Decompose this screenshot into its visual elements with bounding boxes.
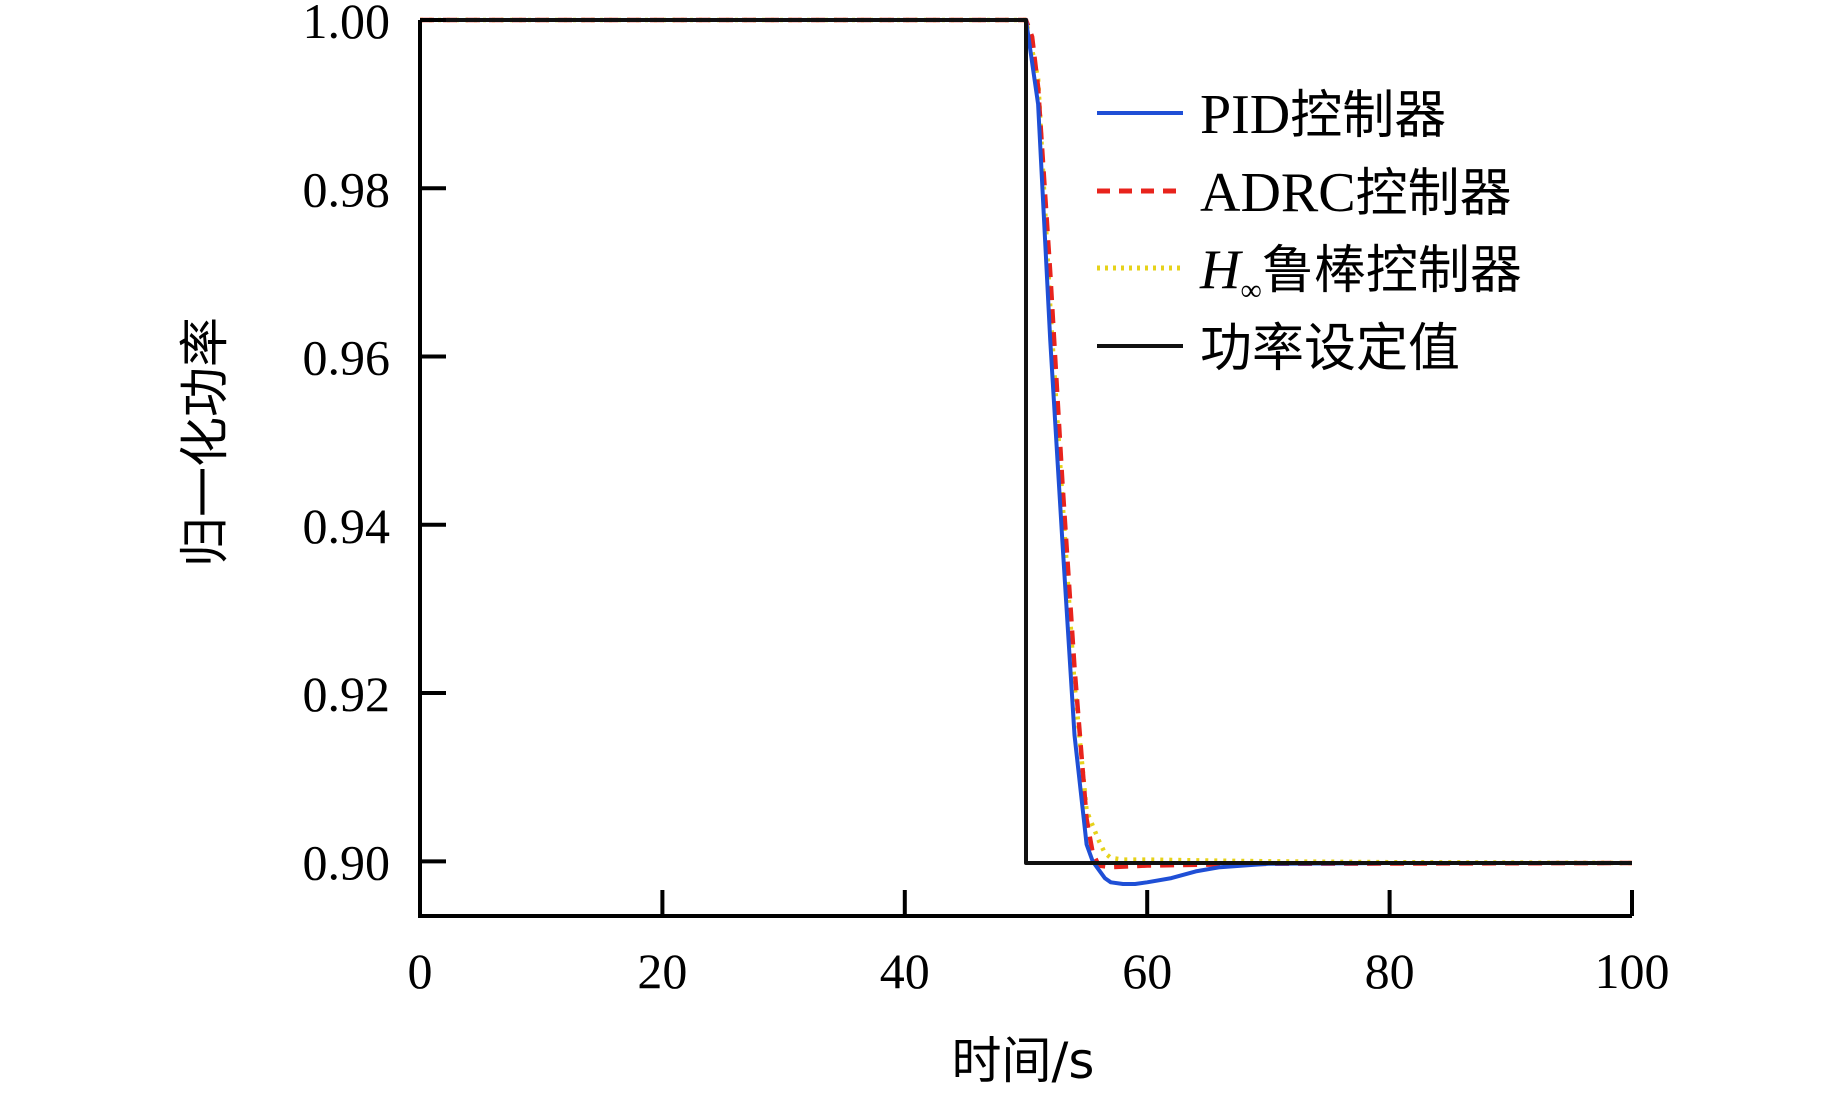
y-tick-label: 0.94 (303, 498, 391, 554)
x-tick-label: 100 (1595, 943, 1670, 999)
y-tick-label: 1.00 (303, 0, 391, 49)
y-tick-label: 0.90 (303, 834, 391, 890)
x-tick-label: 40 (880, 943, 930, 999)
legend-label-1: PID控制器 (1200, 84, 1446, 146)
series-line-1 (420, 18, 1632, 886)
x-tick-label: 60 (1122, 943, 1172, 999)
legend-label-3: H∞鲁棒控制器 (1199, 239, 1522, 307)
x-axis-label: 时间/s (952, 1032, 1095, 1090)
legend-label-2: ADRC控制器 (1200, 162, 1512, 224)
plot-lines (420, 17, 1633, 886)
x-tick-label: 80 (1365, 943, 1415, 999)
x-tick-label: 20 (637, 943, 687, 999)
y-tick-label: 0.96 (303, 330, 391, 386)
y-tick-label: 0.98 (303, 161, 391, 217)
series-line-4 (420, 18, 1632, 865)
ticks: 0 20 40 60 80 100 0.90 0.92 0.94 0.96 0.98 1.00 (303, 0, 1670, 999)
y-tick-label: 0.92 (303, 666, 391, 722)
axes (418, 20, 1632, 918)
y-axis-label: 归一化功率 (176, 317, 234, 567)
legend-label-4: 功率设定值 (1200, 319, 1460, 379)
series-line-2 (420, 17, 1633, 870)
x-tick-label: 0 (408, 943, 433, 999)
